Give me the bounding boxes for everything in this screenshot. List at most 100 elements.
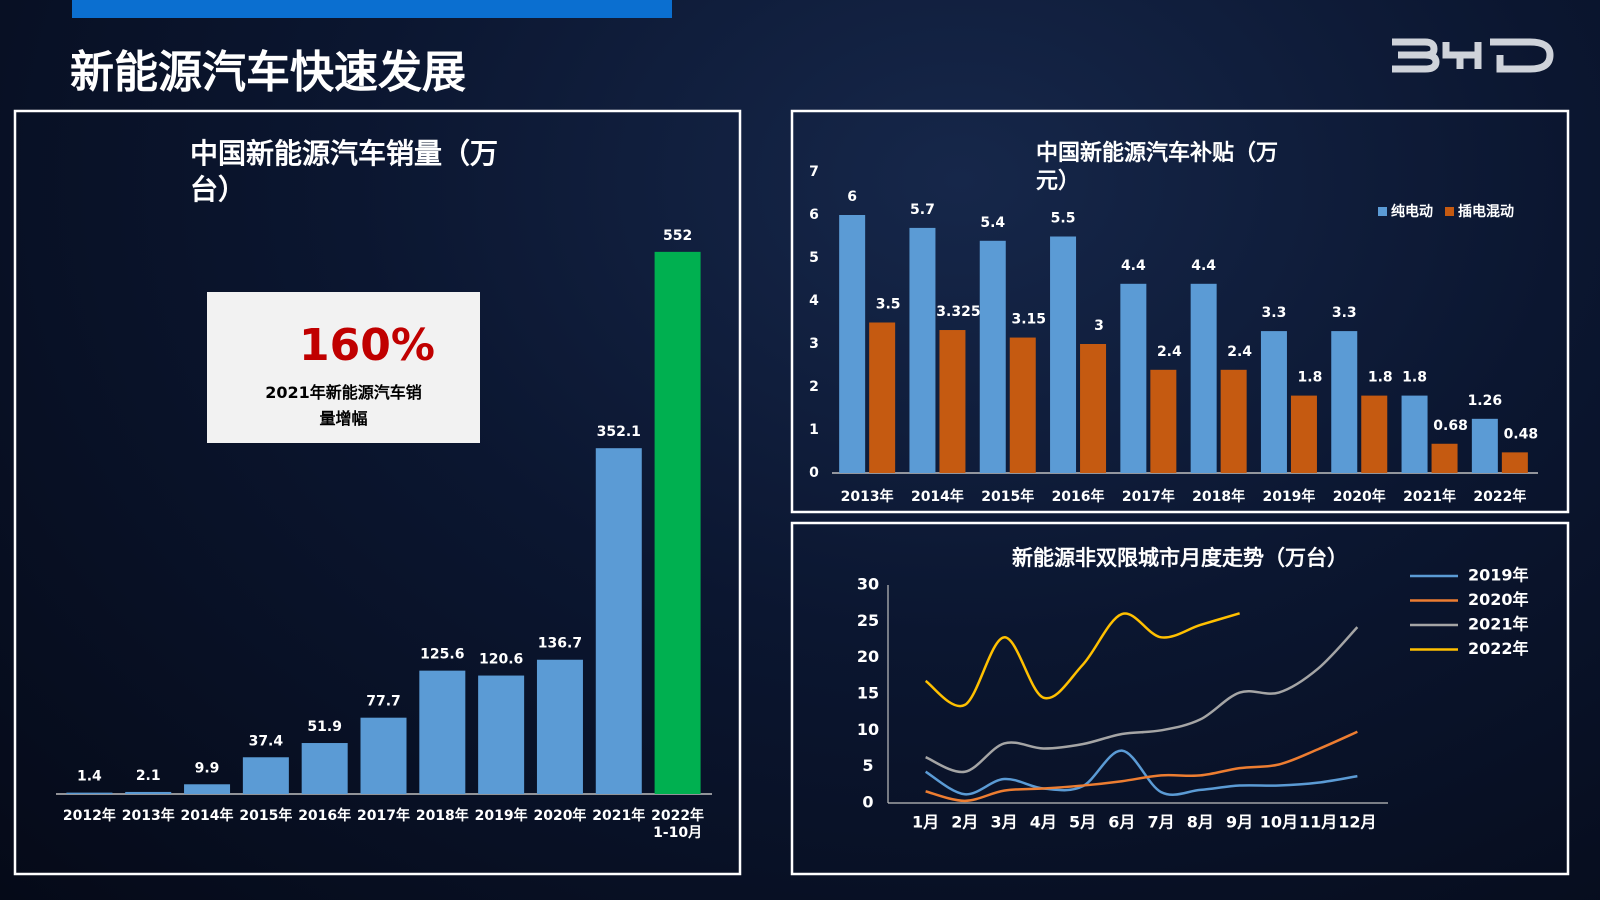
data-label: 77.7 [366,694,401,710]
data-label: 9.9 [195,760,220,776]
x-tick-label: 2013年 [122,807,175,824]
y-tick-label: 1 [809,422,819,438]
x-tick-label: 2015年 [239,807,292,824]
data-label: 37.4 [249,733,284,749]
y-tick-label: 5 [809,250,819,266]
bar [66,792,113,794]
bar [1080,344,1107,473]
x-tick-label: 2014年 [181,807,234,824]
bar [1471,418,1498,473]
y-tick-label: 0 [862,793,873,812]
data-label: 136.7 [538,636,582,652]
x-tick-label: 2018年 [1192,488,1245,505]
y-tick-label: 10 [857,720,879,739]
callout-text: 2021年新能源汽车销量增幅 [265,383,422,428]
x-tick-label: 2021年 [592,807,645,824]
x-tick-label: 4月 [1030,813,1057,832]
legend-swatch [1445,207,1454,216]
bar [184,784,231,794]
line-series [924,749,1358,796]
bar [1331,331,1358,473]
x-tick-label: 2015年 [981,488,1034,505]
line-series [925,730,1358,803]
legend-label: 2019年 [1468,566,1529,585]
panel [790,521,1570,876]
x-tick-label: 2016年 [1052,488,1105,505]
bar [1190,283,1217,473]
x-tick-label: 2019年 [475,807,528,824]
x-tick-label: 5月 [1069,813,1096,832]
x-tick-label: 11月 [1299,813,1337,832]
callout-box: 160% 2021年新能源汽车销量增幅 [207,292,480,443]
y-tick-label: 30 [857,575,879,594]
x-tick-label: 1月 [912,813,939,832]
bar [1501,452,1528,473]
bar [1290,395,1317,473]
x-tick-label: 2月 [951,813,978,832]
data-label: 2.4 [1227,344,1252,360]
data-label: 4.4 [1121,258,1146,274]
x-tick-label: 2022年 [1473,488,1526,505]
x-tick-label: 3月 [991,813,1018,832]
x-tick-label: 2020年 [533,807,586,824]
data-label: 0.48 [1504,426,1539,442]
chart-title: 新能源非双限城市月度走势（万台） [1012,546,1348,570]
x-tick-label: 2013年 [841,488,894,505]
x-tick-label: 10月 [1260,813,1298,832]
data-label: 2.4 [1157,344,1182,360]
y-tick-label: 4 [809,293,819,309]
bar [595,448,642,794]
line-series [924,612,1240,708]
bar [301,743,348,794]
legend-swatch [1378,207,1387,216]
legend-label: 2021年 [1468,615,1529,634]
data-label: 3.3 [1262,305,1287,321]
bar [242,757,289,794]
bar [654,251,701,794]
data-label: 6 [847,189,857,205]
x-tick-label: 2020年 [1333,488,1386,505]
bar [979,240,1006,473]
legend-label: 纯电动 [1391,203,1433,220]
data-label: 3.5 [876,297,901,313]
bar [1431,443,1458,473]
legend-label: 2020年 [1468,590,1529,609]
data-label: 3 [1094,318,1104,334]
y-tick-label: 25 [857,611,879,630]
y-tick-label: 7 [809,164,819,180]
bar [1401,395,1428,473]
top-bar [72,0,672,18]
y-tick-label: 15 [857,684,879,703]
y-tick-label: 6 [809,207,819,223]
chart-title: 中国新能源汽车销量（万台） [190,137,499,206]
bar [1050,236,1077,473]
bar [1220,369,1247,473]
y-tick-label: 2 [809,379,819,395]
data-label: 4.4 [1191,258,1216,274]
panel [13,109,742,876]
data-label: 5.5 [1051,211,1076,227]
x-tick-label: 9月 [1226,813,1253,832]
bar [869,322,896,473]
logo-y [1442,42,1482,69]
y-tick-label: 5 [862,756,873,775]
x-tick-label: 2016年 [298,807,351,824]
bar [1120,283,1147,473]
bar [839,215,866,473]
bar [1260,331,1287,473]
logo-b [1392,38,1440,73]
data-label: 1.4 [77,769,102,785]
x-tick-label: 2019年 [1262,488,1315,505]
data-label: 3.3 [1332,305,1357,321]
chart-title: 中国新能源汽车补贴（万元） [1036,141,1279,194]
data-label: 125.6 [420,647,464,663]
x-tick-label: 12月 [1338,813,1376,832]
data-label: 1.8 [1402,370,1427,386]
data-label: 3.325 [936,304,980,320]
data-label: 1.26 [1468,393,1503,409]
panel [790,109,1570,514]
data-label: 0.68 [1433,418,1468,434]
bar [1150,369,1177,473]
logo [1392,38,1554,73]
x-tick-label: 7月 [1148,813,1175,832]
